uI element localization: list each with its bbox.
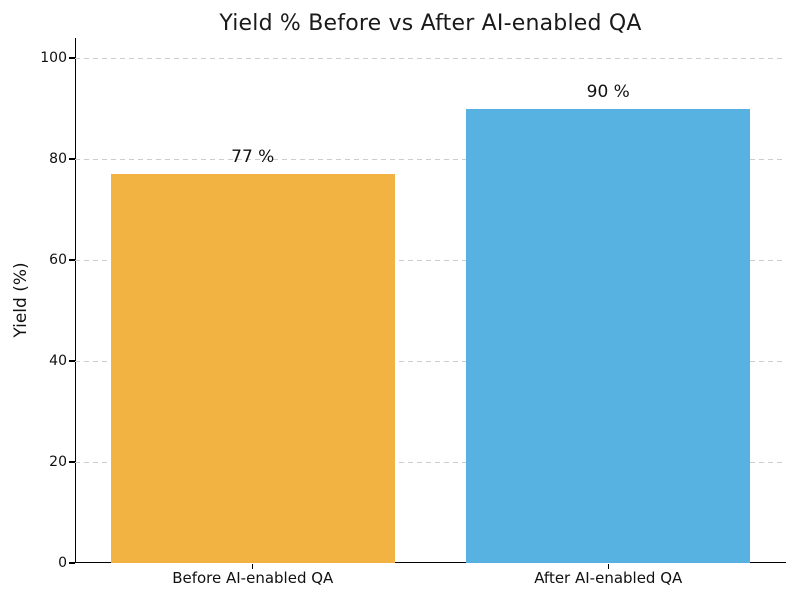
y-tick-mark-0 [69, 562, 75, 564]
bar-before-ai-enabled-qa [110, 174, 395, 563]
gridline-y-80 [75, 159, 786, 161]
y-tick-label-80: 80 [49, 151, 67, 168]
y-tick-mark-60 [69, 259, 75, 261]
y-tick-label-20: 20 [49, 454, 67, 471]
y-tick-label-40: 40 [49, 353, 67, 370]
gridline-y-60 [75, 260, 786, 262]
y-tick-label-60: 60 [49, 252, 67, 269]
gridline-y-100 [75, 58, 786, 60]
bar-after-ai-enabled-qa [466, 108, 751, 563]
x-tick-label: Before AI-enabled QA [172, 569, 334, 587]
chart-title: Yield % Before vs After AI-enabled QA [219, 11, 642, 36]
x-axis-spine [75, 561, 786, 563]
y-axis-spine [75, 38, 77, 563]
y-axis-label: Yield (%) [11, 262, 31, 338]
y-tick-label-100: 100 [40, 50, 67, 67]
plot-area: 77 % 90 % [75, 38, 786, 563]
y-tick-mark-20 [69, 461, 75, 463]
bar-value-label: 90 % [586, 81, 630, 102]
gridline-y-20 [75, 462, 786, 464]
x-tick-mark [252, 564, 254, 569]
y-tick-mark-40 [69, 360, 75, 362]
x-tick-label: After AI-enabled QA [534, 569, 683, 587]
gridline-y-40 [75, 361, 786, 363]
y-tick-mark-100 [69, 57, 75, 59]
y-tick-mark-80 [69, 158, 75, 160]
bar-value-label: 77 % [231, 147, 275, 168]
x-tick-mark [607, 564, 609, 569]
y-tick-label-0: 0 [58, 555, 67, 571]
